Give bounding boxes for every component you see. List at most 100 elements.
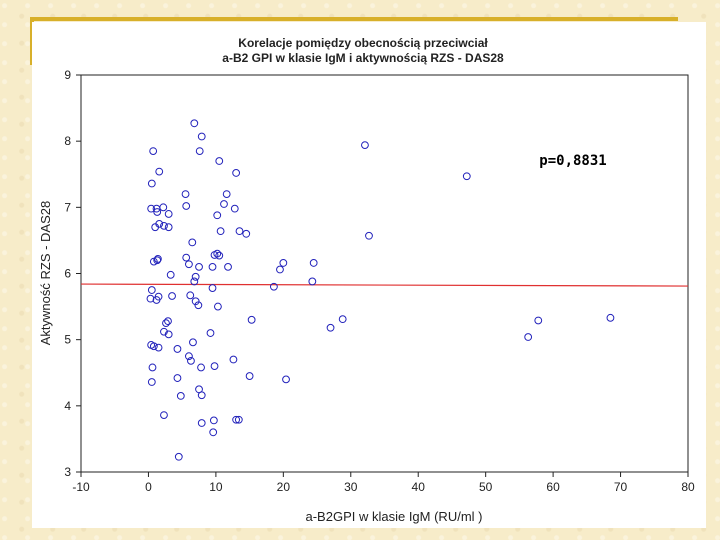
data-point: [524, 333, 533, 341]
data-point: [190, 119, 199, 128]
scatter-chart: Korelacje pomiędzy obecnością przeciwcia…: [38, 36, 695, 524]
data-point: [176, 392, 185, 400]
data-point: [191, 272, 200, 281]
data-point: [220, 200, 228, 208]
x-tick-label: 60: [546, 480, 560, 494]
data-point: [160, 411, 168, 419]
data-point: [224, 262, 232, 271]
data-point: [147, 204, 156, 213]
data-point: [168, 292, 176, 300]
data-point: [190, 277, 199, 286]
data-point: [229, 355, 238, 364]
y-tick-label: 5: [64, 333, 71, 347]
data-point: [186, 291, 195, 300]
data-point: [230, 204, 239, 213]
data-point: [147, 179, 156, 188]
data-point: [338, 315, 347, 324]
data-point: [247, 315, 256, 324]
data-point: [462, 172, 471, 181]
chart-title-line-1: Korelacje pomiędzy obecnością przeciwcia…: [238, 36, 488, 50]
x-tick-label: 20: [277, 480, 291, 494]
data-point: [162, 319, 170, 328]
data-point: [159, 203, 168, 212]
data-point: [209, 416, 218, 425]
data-point: [606, 313, 615, 322]
data-point: [234, 415, 243, 424]
data-point: [153, 208, 162, 216]
data-point: [189, 338, 197, 347]
data-point: [182, 253, 191, 262]
y-tick-label: 3: [64, 465, 71, 479]
data-point: [232, 415, 241, 424]
data-point: [242, 229, 251, 238]
data-point: [164, 223, 173, 232]
data-point: [213, 211, 222, 220]
title-underline-rule: [30, 17, 678, 21]
data-point: [326, 323, 335, 332]
data-point: [206, 329, 215, 337]
data-point: [269, 282, 278, 291]
data-point: [173, 345, 182, 353]
data-point: [146, 294, 155, 303]
y-tick-label: 4: [64, 399, 71, 413]
x-tick-label: 30: [344, 480, 358, 494]
data-point: [164, 210, 173, 218]
data-point: [155, 167, 164, 176]
x-tick-label: 50: [479, 480, 493, 494]
data-point: [210, 362, 219, 371]
data-point: [155, 219, 164, 228]
data-point: [173, 374, 182, 382]
data-point: [160, 327, 168, 336]
data-point: [154, 343, 163, 352]
data-point: [185, 352, 193, 361]
data-point: [174, 452, 183, 461]
data-point: [232, 169, 241, 177]
data-point: [195, 147, 204, 155]
data-point: [191, 297, 200, 306]
data-point: [216, 227, 225, 236]
data-point: [215, 251, 224, 260]
data-point: [188, 238, 197, 247]
data-point: [181, 190, 190, 199]
chart-title-line-2: a-B2 GPI w klasie IgM i aktywnością RZS …: [222, 51, 504, 65]
y-tick-label: 8: [64, 134, 71, 148]
data-point: [182, 202, 191, 210]
data-point: [222, 190, 231, 199]
p-value-annotation: p=0,8831: [539, 153, 606, 169]
data-point: [276, 265, 284, 274]
y-tick-label: 9: [64, 68, 71, 82]
data-point: [147, 378, 156, 386]
x-tick-label: -10: [72, 480, 90, 494]
y-tick-label: 6: [64, 267, 71, 281]
data-point: [208, 284, 217, 292]
data-point: [309, 259, 318, 267]
data-point: [308, 277, 317, 286]
data-point: [194, 301, 203, 310]
data-point: [154, 292, 163, 301]
x-tick-label: 10: [209, 480, 223, 494]
x-tick-label: 40: [412, 480, 426, 494]
data-point: [197, 132, 206, 141]
data-point: [153, 255, 162, 263]
data-point: [361, 141, 369, 150]
data-point: [534, 316, 543, 325]
data-point: [197, 419, 206, 427]
data-point: [149, 342, 158, 351]
data-point: [160, 221, 168, 230]
data-point: [279, 259, 288, 267]
x-tick-label: 80: [681, 480, 695, 494]
data-point: [215, 157, 224, 165]
data-point: [149, 147, 158, 155]
data-point: [365, 231, 373, 240]
plot-frame: [80, 74, 689, 473]
data-point: [164, 317, 172, 326]
data-point: [195, 262, 203, 271]
y-axis-label: Aktywność RZS - DAS28: [38, 201, 53, 346]
chart-panel: Korelacje pomiędzy obecnością przeciwcia…: [32, 22, 706, 528]
x-tick-label: 0: [145, 480, 152, 494]
data-point: [166, 270, 175, 279]
data-point: [147, 286, 156, 294]
data-point: [197, 391, 206, 400]
data-point: [209, 428, 218, 437]
data-point: [149, 257, 158, 266]
